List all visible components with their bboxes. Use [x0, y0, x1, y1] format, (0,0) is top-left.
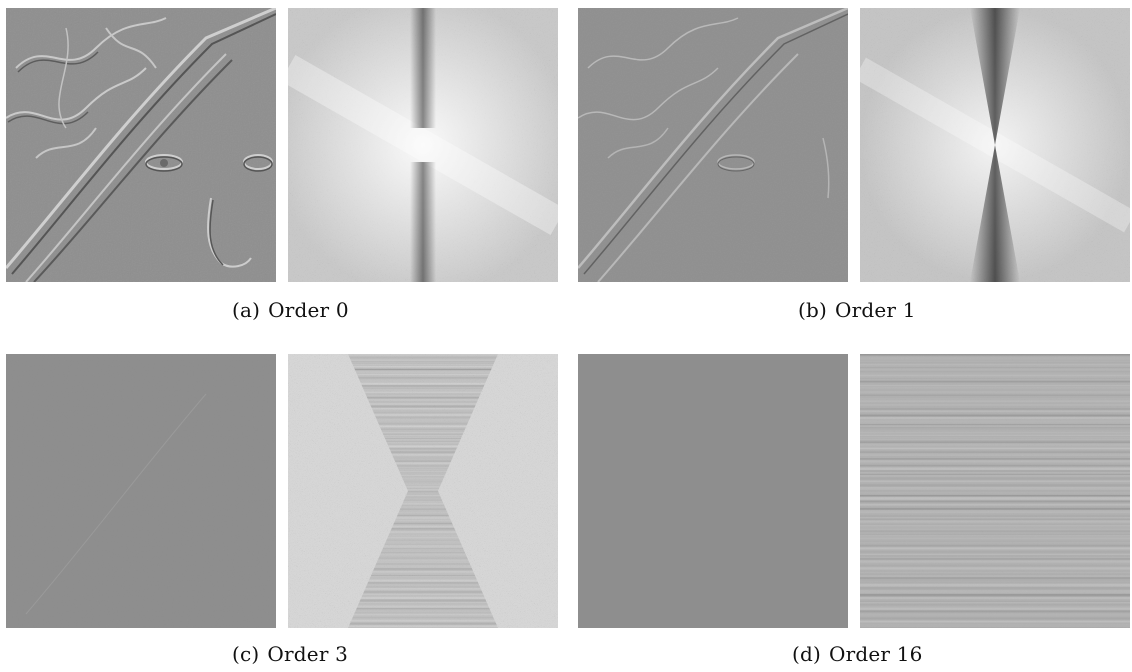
spatial-image-b	[578, 8, 848, 282]
caption-a: (a) Order 0	[232, 298, 349, 322]
caption-label: (c)	[232, 642, 260, 666]
spectrum-image-c	[288, 354, 558, 628]
spatial-image-d	[578, 354, 848, 628]
caption-text: Order 3	[267, 642, 349, 666]
caption-text: Order 1	[835, 298, 916, 322]
spectrum-image-a	[288, 8, 558, 282]
caption-text: Order 0	[268, 298, 349, 322]
caption-b: (b) Order 1	[798, 298, 916, 322]
caption-text: Order 16	[829, 642, 923, 666]
caption-label: (d)	[792, 642, 822, 666]
spectrum-image-d	[860, 354, 1130, 628]
caption-label: (b)	[798, 298, 828, 322]
spectrum-image-b	[860, 8, 1130, 282]
panel-b: (b) Order 1	[578, 8, 1130, 322]
spatial-image-a	[6, 8, 276, 282]
panel-a: (a) Order 0	[6, 8, 558, 322]
caption-c: (c) Order 3	[232, 642, 348, 666]
panel-c: (c) Order 3	[6, 354, 558, 670]
spatial-image-c	[6, 354, 276, 628]
caption-label: (a)	[232, 298, 261, 322]
caption-d: (d) Order 16	[792, 642, 923, 666]
panel-d: (d) Order 16	[578, 354, 1130, 670]
